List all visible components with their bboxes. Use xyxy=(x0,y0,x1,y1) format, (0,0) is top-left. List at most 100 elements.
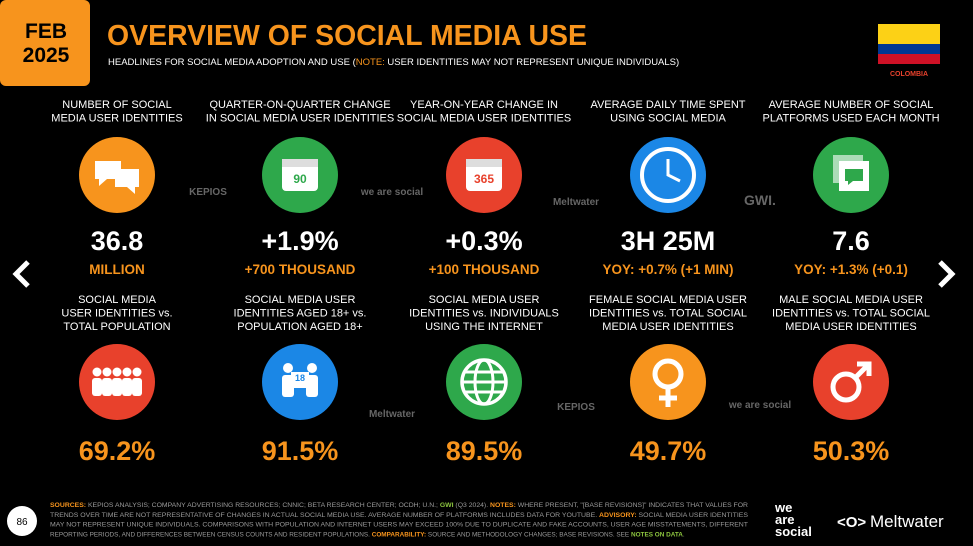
stat-label: MALE SOCIAL MEDIA USER xyxy=(779,294,923,306)
stat-sub: +700 THOUSAND xyxy=(245,262,356,277)
footer: SOURCES: KEPIOS ANALYSIS; COMPANY ADVERT… xyxy=(50,502,748,538)
footer-part: ADVISORY: xyxy=(599,512,637,519)
page-number: 86 xyxy=(16,517,28,528)
stat-label: SOCIAL MEDIA USER xyxy=(429,294,540,306)
stat-label: SOCIAL MEDIA xyxy=(78,294,156,306)
icon-glyph xyxy=(460,358,508,406)
logo-meltwater: Meltwater xyxy=(870,512,944,531)
stat-label: IDENTITIES vs. TOTAL SOCIAL xyxy=(589,308,747,320)
stat-value: 3H 25M xyxy=(621,226,716,256)
icon-glyph xyxy=(640,147,696,203)
stat-label: USING SOCIAL MEDIA xyxy=(610,113,726,125)
icon-glyph xyxy=(282,363,318,397)
stat-value: 7.6 xyxy=(832,226,870,256)
watermark: we are social xyxy=(360,187,423,198)
subtitle-part: NOTE: xyxy=(356,57,385,68)
date-month: FEB xyxy=(25,20,67,43)
footer-line: REPORTING PERIODS, AND DIFFERENCES BETWE… xyxy=(50,531,685,538)
footer-part: SOCIAL MEDIA USER IDENTITIES xyxy=(637,512,748,519)
stat-label: SOCIAL MEDIA USER xyxy=(245,294,356,306)
watermark: we are social xyxy=(728,400,791,411)
stat-label: AVERAGE DAILY TIME SPENT xyxy=(590,99,745,111)
footer-part: GWI xyxy=(440,502,454,509)
stat-label: SOCIAL MEDIA USER IDENTITIES xyxy=(397,113,571,125)
footer-part: (Q3 2024). xyxy=(454,502,490,509)
country: COLOMBIA xyxy=(890,71,928,78)
icon-text: 90 xyxy=(293,172,307,186)
stat-sub: YOY: +1.3% (+0.1) xyxy=(794,262,908,277)
stat-value: 36.8 xyxy=(91,226,144,256)
stat-label: NUMBER OF SOCIAL xyxy=(62,99,171,111)
stat-label: MEDIA USER IDENTITIES xyxy=(51,113,182,125)
footer-part: COMPARABILITY: xyxy=(372,531,426,538)
stat-value: +0.3% xyxy=(445,226,522,256)
icon-glyph xyxy=(466,159,502,191)
icon-text: 18 xyxy=(295,373,305,383)
stat-label: TOTAL POPULATION xyxy=(63,321,170,333)
next-arrow[interactable] xyxy=(938,260,956,288)
footer-line: MAY NOT REPRESENT UNIQUE INDIVIDUALS. CO… xyxy=(50,522,748,529)
icon-glyph xyxy=(92,367,142,396)
watermark: KEPIOS xyxy=(557,402,595,413)
title: OVERVIEW OF SOCIAL MEDIA USE xyxy=(107,20,587,52)
stat-label: QUARTER-ON-QUARTER CHANGE xyxy=(209,99,390,111)
stat-icon xyxy=(813,344,889,420)
stat-label: POPULATION AGED 18+ xyxy=(237,321,362,333)
icon-glyph xyxy=(282,159,318,191)
watermark: Meltwater xyxy=(369,409,415,420)
stat-value: 50.3% xyxy=(813,436,890,466)
watermark: Meltwater xyxy=(553,197,599,208)
stat-label: MEDIA USER IDENTITIES xyxy=(785,321,916,333)
footer-part: NOTES: xyxy=(490,502,516,509)
stat-label: MEDIA USER IDENTITIES xyxy=(602,321,733,333)
footer-part: REPORTING PERIODS, AND DIFFERENCES BETWE… xyxy=(50,531,372,538)
subtitle: HEADLINES FOR SOCIAL MEDIA ADOPTION AND … xyxy=(108,57,679,68)
watermark: GWI. xyxy=(744,192,776,208)
logo-word: social xyxy=(775,524,812,539)
stat-sub: MILLION xyxy=(89,262,145,277)
subtitle-part: USER IDENTITIES MAY NOT REPRESENT UNIQUE… xyxy=(385,57,679,68)
footer-part: SOURCE AND METHODOLOGY CHANGES; BASE REV… xyxy=(426,531,631,538)
icon-text: 365 xyxy=(474,172,494,186)
icon-glyph xyxy=(833,155,869,191)
footer-part: . xyxy=(683,531,685,538)
watermark: KEPIOS xyxy=(189,187,227,198)
footer-line: SOURCES: KEPIOS ANALYSIS; COMPANY ADVERT… xyxy=(50,502,748,509)
logo-word: are xyxy=(775,512,795,527)
stat-label: AVERAGE NUMBER OF SOCIAL xyxy=(769,99,934,111)
footer-part: KEPIOS ANALYSIS; COMPANY ADVERTISING RES… xyxy=(86,502,440,509)
stat-icon xyxy=(630,344,706,420)
icon-glyph xyxy=(95,161,139,194)
stat-label: IDENTITIES vs. INDIVIDUALS xyxy=(409,308,559,320)
footer-part: SOURCES: xyxy=(50,502,86,509)
stat-value: 49.7% xyxy=(630,436,707,466)
stat-value: 69.2% xyxy=(79,436,156,466)
stat-sub: YOY: +0.7% (+1 MIN) xyxy=(602,262,733,277)
icon-glyph xyxy=(652,358,684,407)
date-badge xyxy=(0,0,90,86)
stat-label: FEMALE SOCIAL MEDIA USER xyxy=(589,294,747,306)
stat-label: IN SOCIAL MEDIA USER IDENTITIES xyxy=(206,113,394,125)
logo-word: we xyxy=(774,500,792,515)
stat-label: USING THE INTERNET xyxy=(425,321,543,333)
footer-part: MAY NOT REPRESENT UNIQUE INDIVIDUALS. CO… xyxy=(50,522,748,529)
stat-value: 91.5% xyxy=(262,436,339,466)
stat-label: YEAR-ON-YEAR CHANGE IN xyxy=(410,99,558,111)
stats: NUMBER OF SOCIAL MEDIA USER IDENTITIES 36.… xyxy=(51,99,939,466)
stat-label: USER IDENTITIES vs. xyxy=(61,308,172,320)
date-year: 2025 xyxy=(23,44,70,67)
stat-label: PLATFORMS USED EACH MONTH xyxy=(762,113,939,125)
flag xyxy=(878,24,940,64)
icon-glyph xyxy=(830,361,872,403)
stat-value: +1.9% xyxy=(261,226,338,256)
subtitle-part: HEADLINES FOR SOCIAL MEDIA ADOPTION AND … xyxy=(108,57,357,68)
footer-part: TRENDS OVER TIME ARE NOT REPRESENTATIVE … xyxy=(50,512,599,519)
logo-mark: <O> xyxy=(837,514,866,531)
page-badge xyxy=(7,506,37,536)
footer-part: NOTES ON DATA xyxy=(631,531,683,538)
prev-arrow[interactable] xyxy=(12,260,30,288)
stat-label: IDENTITIES AGED 18+ vs. xyxy=(234,308,367,320)
stat-value: 89.5% xyxy=(446,436,523,466)
